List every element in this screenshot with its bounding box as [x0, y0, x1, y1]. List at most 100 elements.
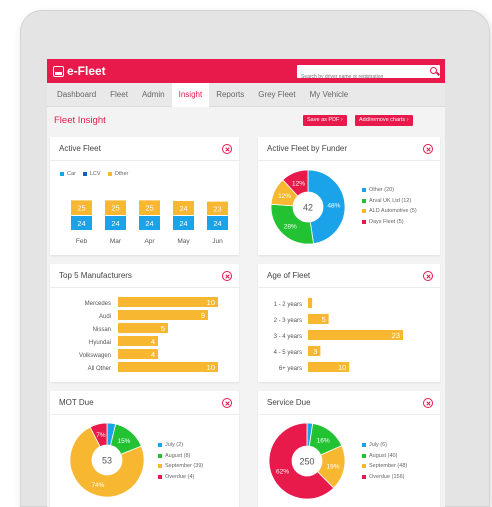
- close-icon[interactable]: [423, 271, 433, 281]
- y-tick-label: Nissan: [93, 327, 111, 333]
- close-icon[interactable]: [423, 398, 433, 408]
- donut-slice: [89, 422, 108, 448]
- card-top-manufacturers: Top 5 Manufacturers Mercedes 10 Audi 9 Nissa…: [50, 264, 239, 382]
- legend-swatch: [362, 464, 366, 469]
- page-title: Fleet Insight: [54, 115, 106, 126]
- bar: [118, 336, 158, 346]
- bar-value-label: 4: [151, 350, 155, 359]
- x-tick-label: Jun: [212, 238, 223, 245]
- add-remove-charts-button[interactable]: Add/remove charts ›: [355, 115, 413, 126]
- slice-pct-label: 62%: [276, 469, 289, 476]
- bar-segment: [105, 216, 126, 230]
- card-mot-due: MOT Due 15% 74% 7% 53 July (2) August (8) S…: [50, 391, 239, 507]
- service-donut-chart: 16% 19% 62% 250: [268, 422, 346, 500]
- page-header: Fleet Insight Save as PDF › Add/remove c…: [47, 107, 445, 135]
- legend-label: July (2): [165, 442, 184, 449]
- legend-label: Arval UK Ltd (12): [369, 197, 412, 204]
- legend-swatch: [362, 219, 366, 224]
- add-remove-label: Add/remove charts: [359, 117, 406, 123]
- legend-swatch: [362, 453, 366, 458]
- bar: [308, 346, 321, 356]
- legend-item-car: Car: [60, 171, 76, 177]
- bar-segment: [71, 216, 92, 230]
- chart-legend: July (6) August (40) September (48) Over…: [362, 440, 407, 482]
- bar-value-label: 25: [111, 204, 119, 213]
- legend-label: August (40): [369, 452, 398, 459]
- bar-value-label: 5: [161, 324, 165, 333]
- manufacturers-bar-chart: Mercedes 10 Audi 9 Nissan 5 Hyundai 4 Volkswagen…: [79, 297, 218, 372]
- slice-pct-label: 12%: [292, 180, 305, 187]
- bar: [118, 310, 208, 320]
- bar-segment: [139, 200, 160, 215]
- legend-swatch: [362, 474, 366, 479]
- legend-swatch: [158, 453, 162, 458]
- chevron-right-icon: ›: [340, 117, 343, 123]
- close-icon[interactable]: [423, 144, 433, 154]
- donut-slice: [307, 169, 346, 245]
- divider: [50, 160, 239, 161]
- legend-swatch: [362, 198, 366, 203]
- legend-item: Days Fleet (5): [362, 217, 417, 228]
- legend-swatch: [362, 188, 366, 193]
- main-nav: Dashboard Fleet Admin Insight Reports Gr…: [47, 83, 445, 107]
- bar-segment: [173, 216, 194, 230]
- card-title: Active Fleet: [59, 144, 101, 153]
- chart-legend: Car LCV Other: [60, 171, 128, 177]
- chevron-right-icon: ›: [406, 117, 409, 123]
- bar-value-label: 10: [207, 363, 215, 372]
- tab-reports[interactable]: Reports: [216, 90, 245, 99]
- legend-label: Overdue (156): [369, 473, 405, 480]
- tab-fleet[interactable]: Fleet: [110, 90, 128, 99]
- app-screen: e-Fleet Dashboard Fleet Admin Insight Re…: [47, 59, 445, 507]
- legend-label: ALD Automotive (5): [369, 208, 417, 215]
- tab-dashboard[interactable]: Dashboard: [57, 90, 97, 99]
- bar: [118, 349, 158, 359]
- bar-value-label: 9: [201, 311, 205, 320]
- slice-pct-label: 16%: [317, 437, 330, 444]
- save-pdf-button[interactable]: Save as PDF ›: [303, 115, 347, 126]
- search-icon[interactable]: [430, 67, 437, 74]
- divider: [258, 160, 440, 161]
- bar-value-label: 10: [338, 363, 346, 372]
- tab-my-vehicle[interactable]: My Vehicle: [309, 90, 349, 99]
- bar: [118, 323, 168, 333]
- close-icon[interactable]: [222, 271, 232, 281]
- legend-label: Other: [114, 171, 129, 177]
- tab-grey-fleet[interactable]: Grey Fleet: [258, 90, 296, 99]
- slice-pct-label: 19%: [327, 463, 340, 470]
- bar-value-label: 3: [313, 347, 317, 356]
- donut-center-label: 250: [299, 457, 314, 467]
- chart-legend: July (2) August (8) September (39) Overd…: [158, 440, 203, 482]
- close-icon[interactable]: [222, 398, 232, 408]
- bar-value-label: 24: [179, 219, 187, 228]
- slice-pct-label: 15%: [117, 438, 130, 445]
- x-tick-label: May: [177, 238, 190, 245]
- card-title: Service Due: [267, 398, 311, 407]
- search-input[interactable]: [297, 70, 422, 84]
- bar: [118, 362, 218, 372]
- legend-swatch: [158, 474, 162, 479]
- slice-pct-label: 74%: [91, 482, 104, 489]
- y-tick-label: Audi: [99, 314, 111, 320]
- app-logo[interactable]: e-Fleet: [53, 64, 106, 78]
- legend-item-lcv: LCV: [82, 171, 101, 177]
- legend-swatch: [158, 443, 162, 448]
- mot-donut-chart: 15% 74% 7% 53: [69, 422, 145, 498]
- app-title: e-Fleet: [67, 64, 106, 78]
- legend-item: ALD Automotive (5): [362, 206, 417, 217]
- slice-pct-label: 28%: [284, 224, 297, 231]
- legend-label: Other (20): [369, 187, 395, 194]
- y-tick-label: All Other: [88, 366, 111, 372]
- legend-item: Other (20): [362, 185, 417, 196]
- bar-segment: [105, 200, 126, 215]
- legend-label: September (39): [165, 463, 204, 470]
- active-fleet-chart: 24 25 Feb 24 25 Mar 24 25 Apr 24 24 May 24 23 Jun: [71, 200, 228, 245]
- tab-insight[interactable]: Insight: [171, 83, 210, 107]
- bar-value-label: 23: [213, 204, 221, 213]
- tab-admin[interactable]: Admin: [141, 90, 165, 99]
- y-tick-label: 2 - 3 years: [274, 318, 302, 324]
- bar: [308, 314, 329, 324]
- bar-value-label: 24: [77, 219, 85, 228]
- y-tick-label: 1 - 2 years: [274, 302, 302, 308]
- close-icon[interactable]: [222, 144, 232, 154]
